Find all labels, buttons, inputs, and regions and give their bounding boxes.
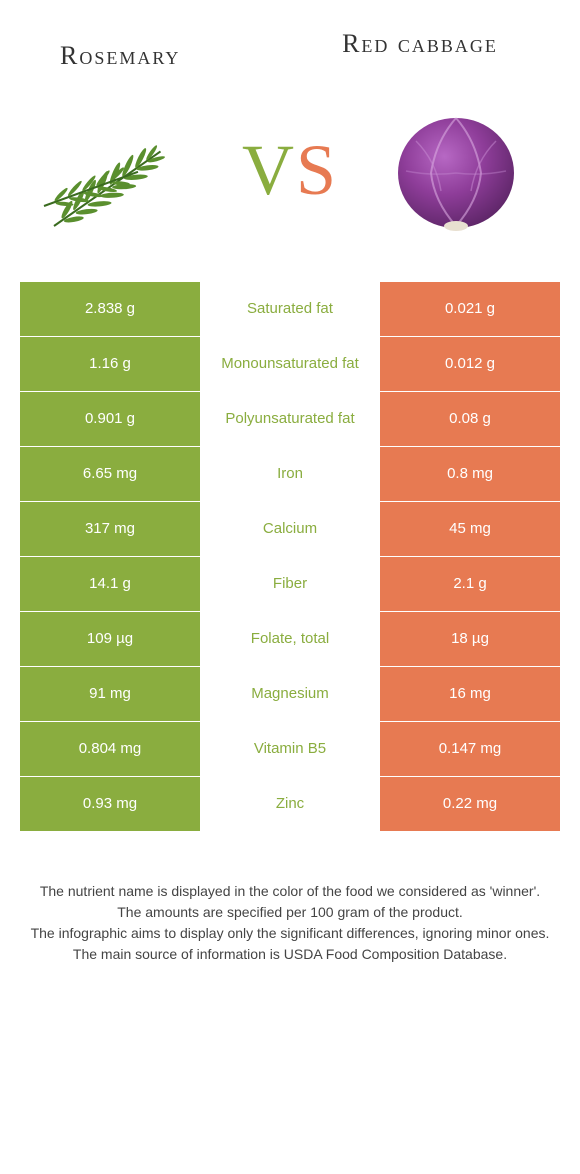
- rosemary-image: [34, 91, 214, 251]
- left-value: 1.16 g: [20, 337, 200, 391]
- nutrient-label: Monounsaturated fat: [200, 337, 380, 391]
- right-value: 16 mg: [380, 667, 560, 721]
- title-right: Red cabbage: [300, 30, 540, 71]
- right-value: 0.8 mg: [380, 447, 560, 501]
- left-value: 14.1 g: [20, 557, 200, 611]
- left-value: 0.93 mg: [20, 777, 200, 831]
- right-value: 18 µg: [380, 612, 560, 666]
- right-value: 45 mg: [380, 502, 560, 556]
- table-row: 6.65 mgIron0.8 mg: [20, 446, 560, 501]
- right-value: 0.22 mg: [380, 777, 560, 831]
- table-row: 91 mgMagnesium16 mg: [20, 666, 560, 721]
- table-row: 14.1 gFiber2.1 g: [20, 556, 560, 611]
- table-row: 1.16 gMonounsaturated fat0.012 g: [20, 336, 560, 391]
- table-row: 0.93 mgZinc0.22 mg: [20, 776, 560, 831]
- nutrient-label: Polyunsaturated fat: [200, 392, 380, 446]
- left-value: 0.804 mg: [20, 722, 200, 776]
- red-cabbage-image: [366, 91, 546, 251]
- nutrient-label: Zinc: [200, 777, 380, 831]
- comparison-table: 2.838 gSaturated fat0.021 g1.16 gMonouns…: [20, 281, 560, 831]
- right-value: 0.021 g: [380, 282, 560, 336]
- left-value: 6.65 mg: [20, 447, 200, 501]
- left-value: 317 mg: [20, 502, 200, 556]
- table-row: 109 µgFolate, total18 µg: [20, 611, 560, 666]
- nutrient-label: Magnesium: [200, 667, 380, 721]
- left-value: 109 µg: [20, 612, 200, 666]
- table-row: 2.838 gSaturated fat0.021 g: [20, 281, 560, 336]
- nutrient-label: Vitamin B5: [200, 722, 380, 776]
- table-row: 317 mgCalcium45 mg: [20, 501, 560, 556]
- footer-line: The main source of information is USDA F…: [30, 944, 550, 965]
- table-row: 0.901 gPolyunsaturated fat0.08 g: [20, 391, 560, 446]
- table-row: 0.804 mgVitamin B50.147 mg: [20, 721, 560, 776]
- title-left: Rosemary: [40, 30, 300, 71]
- nutrient-label: Calcium: [200, 502, 380, 556]
- nutrient-label: Saturated fat: [200, 282, 380, 336]
- right-value: 0.012 g: [380, 337, 560, 391]
- footer-line: The infographic aims to display only the…: [30, 923, 550, 944]
- nutrient-label: Iron: [200, 447, 380, 501]
- right-value: 2.1 g: [380, 557, 560, 611]
- vs-v: V: [242, 130, 296, 210]
- vs-s: S: [296, 130, 338, 210]
- footer-line: The amounts are specified per 100 gram o…: [30, 902, 550, 923]
- left-value: 2.838 g: [20, 282, 200, 336]
- header-row: Rosemary Red cabbage: [0, 0, 580, 81]
- left-value: 91 mg: [20, 667, 200, 721]
- left-value: 0.901 g: [20, 392, 200, 446]
- right-value: 0.08 g: [380, 392, 560, 446]
- footer-notes: The nutrient name is displayed in the co…: [0, 831, 580, 965]
- footer-line: The nutrient name is displayed in the co…: [30, 881, 550, 902]
- right-value: 0.147 mg: [380, 722, 560, 776]
- nutrient-label: Fiber: [200, 557, 380, 611]
- nutrient-label: Folate, total: [200, 612, 380, 666]
- images-row: VS: [0, 81, 580, 281]
- vs-text: VS: [242, 129, 338, 212]
